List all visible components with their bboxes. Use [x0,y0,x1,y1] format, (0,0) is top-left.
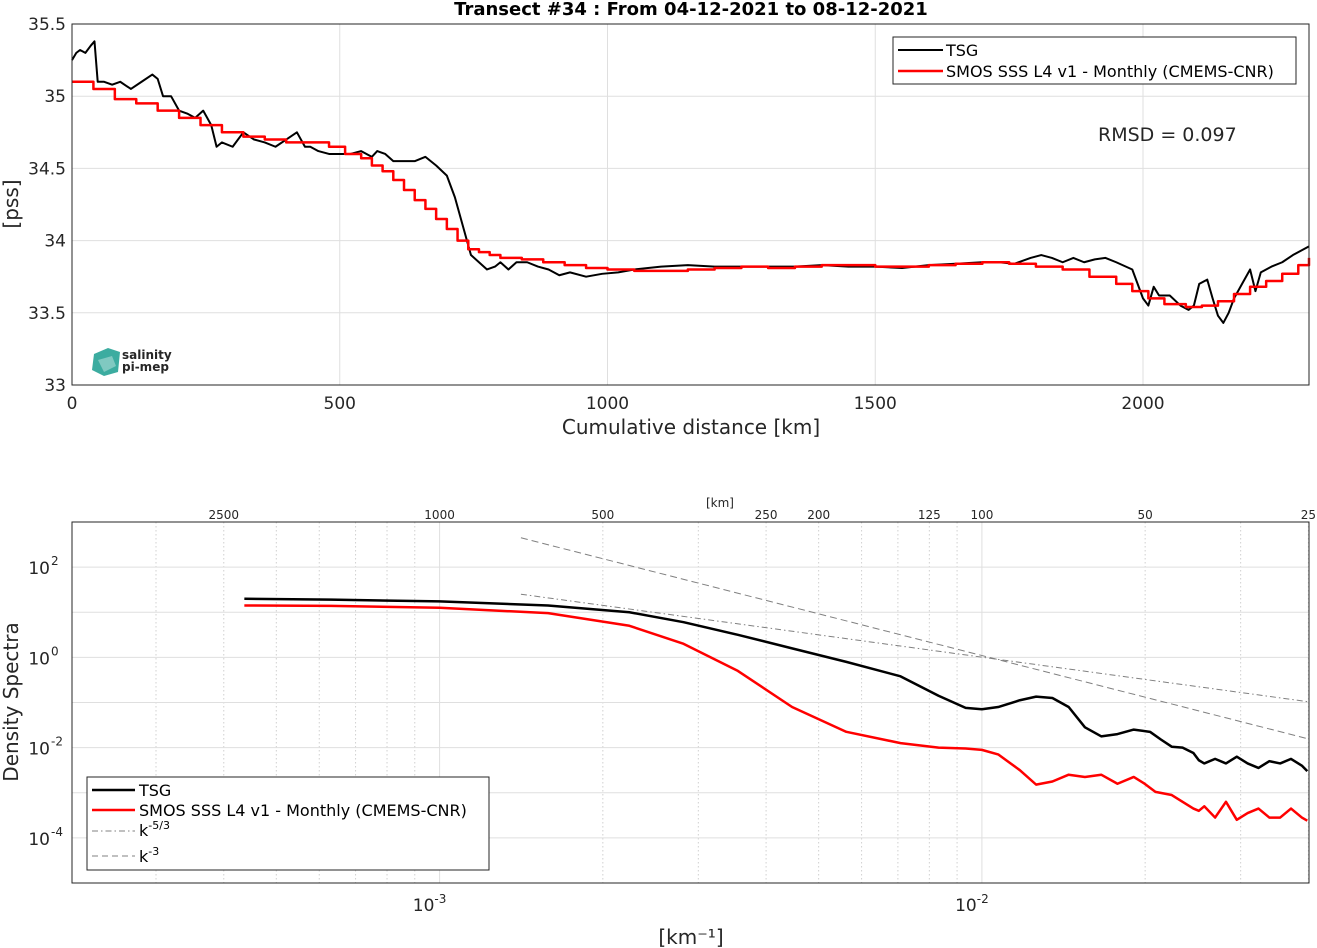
bottom-legend-smos-label: SMOS SSS L4 v1 - Monthly (CMEMS-CNR) [139,801,467,820]
top-y-tick-label: 34.5 [28,159,66,179]
bottom-smos-series-line [244,604,1308,822]
top-series [71,40,1311,324]
top-y-tick-label: 33 [44,376,66,396]
top-km-tick-label: 2500 [208,508,239,522]
top-legend-smos-label: SMOS SSS L4 v1 - Monthly (CMEMS-CNR) [946,62,1274,81]
top-legend-box [892,36,1297,85]
bottom-legend-box [86,776,490,871]
top-y-axis-label: [pss] [0,179,23,228]
top-km-tick-label: 50 [1138,508,1153,522]
top-x-tick-label: 1000 [586,394,629,414]
top-x-tick-label: 1500 [854,394,897,414]
bottom-legend-k3-label: k-3 [139,845,159,866]
chart-title: Transect #34 : From 04-12-2021 to 08-12-… [454,0,928,20]
top-km-tick-label: 250 [755,508,778,522]
bottom-y-axis-label: Density Spectra [0,622,23,781]
top-km-tick-label: 25 [1301,508,1316,522]
top-plot-frame [71,23,1310,386]
top-y-tick-label: 33.5 [28,304,66,324]
bottom-y-tick-label: 10 [28,740,50,760]
top-y-tick-label: 35.5 [28,15,66,35]
top-km-axis-label: [km] [706,496,734,510]
top-tsg-series-line [71,40,1310,324]
top-smos-series-line [72,80,1311,309]
bottom-tsg-series-line [244,597,1309,772]
top-x-tick-label: 0 [67,394,78,414]
top-km-tick-label: 125 [918,508,941,522]
top-legend: TSG SMOS SSS L4 v1 - Monthly (CMEMS-CNR) [892,36,1297,85]
bottom-y-tick-exponent: -4 [51,825,63,839]
top-km-tick-label: 1000 [424,508,455,522]
top-legend-tsg-label: TSG [945,41,978,60]
bottom-x-tick-label: 10-2 [955,892,989,916]
bottom-k53-reference-line [520,593,1308,703]
bottom-legend-tsg-label: TSG [138,781,171,800]
bottom-y-tick-exponent: 2 [51,554,59,568]
bottom-y-tick-label: 10 [28,559,50,579]
bottom-y-tick-exponent: -2 [51,735,63,749]
bottom-x-tick-label: 10-3 [413,892,447,916]
logo-text-line1: salinity [122,348,172,362]
top-x-tick-label: 2000 [1121,394,1164,414]
bottom-legend-k53-label: k-5/3 [139,819,170,840]
bottom-x-axis-label: [km⁻¹] [658,925,723,948]
top-km-tick-label: 100 [970,508,993,522]
bottom-series [244,537,1309,822]
top-x-tick-label: 500 [324,394,356,414]
top-y-tick-label: 35 [44,87,66,107]
top-tick-labels: 0 500 1000 1500 2000 33 33.5 34 34.5 35 35.5 [28,15,1164,414]
bottom-y-tick-label: 10 [28,830,50,850]
top-km-tick-label: 500 [591,508,614,522]
bottom-plot-frame [71,521,1310,884]
logo-text-line2: pi-mep [122,360,169,374]
top-km-tick-label: 200 [807,508,830,522]
rmsd-annotation: RMSD = 0.097 [1098,124,1237,146]
bottom-legend: TSG SMOS SSS L4 v1 - Monthly (CMEMS-CNR)… [86,776,490,871]
bottom-k3-reference-line [520,537,1308,740]
salinity-pi-mep-logo: salinity pi-mep [92,348,172,376]
bottom-y-tick-label: 10 [28,649,50,669]
bottom-y-tick-exponent: 0 [51,644,59,658]
top-y-tick-label: 34 [44,232,66,252]
bottom-grid [72,522,1309,883]
top-x-axis-label: Cumulative distance [km] [562,415,820,439]
